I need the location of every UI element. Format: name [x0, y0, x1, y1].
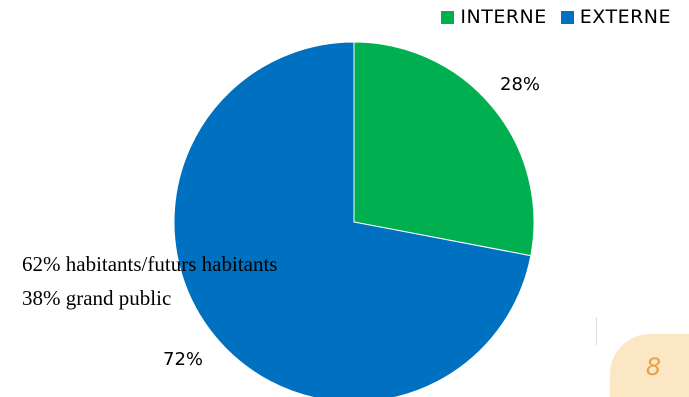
legend-label-interne: INTERNE [460, 6, 547, 28]
annotation-line-habitants: 62% habitants/futurs habitants [22, 252, 278, 276]
legend-swatch-interne [441, 10, 455, 24]
page-number-badge: 8 [610, 334, 689, 397]
legend-label-externe: EXTERNE [579, 6, 671, 28]
annotation-line-grand-public: 38% grand public [22, 286, 172, 310]
pie-slice-interne [353, 41, 535, 257]
data-label-externe: 72% [163, 349, 204, 370]
divider-line [596, 317, 597, 345]
annotation-breakdown: 62% habitants/futurs habitants 38% grand… [22, 247, 277, 315]
pie-slice-externe [173, 41, 532, 397]
legend-item-externe: EXTERNE [560, 6, 671, 28]
legend-swatch-externe [560, 10, 574, 24]
legend-item-interne: INTERNE [441, 6, 546, 28]
chart-legend: INTERNE EXTERNE [441, 6, 671, 28]
data-label-interne: 28% [500, 74, 541, 95]
page-number: 8 [645, 352, 662, 381]
